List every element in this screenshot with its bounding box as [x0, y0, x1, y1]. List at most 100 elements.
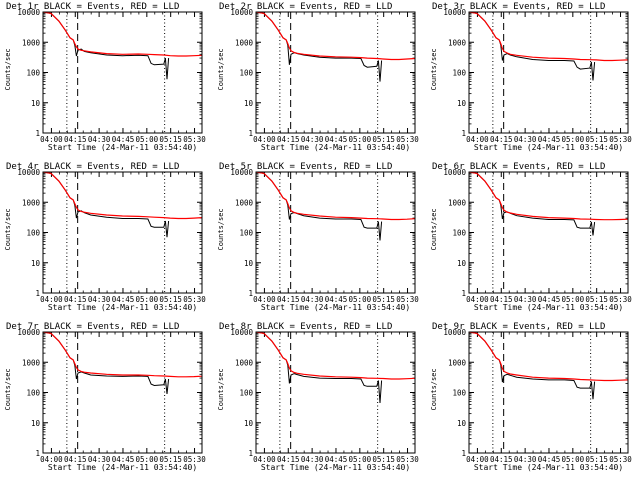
- x-tick-label: 05:30: [183, 295, 206, 304]
- detector-chart-4: Det 4r BLACK = Events, RED = LLD Counts/s…: [4, 162, 206, 312]
- x-tick-label: 05:00: [136, 295, 159, 304]
- detector-panel-5: Det 5r BLACK = Events, RED = LLD Counts/s…: [213, 160, 426, 320]
- x-tick-label: 04:15: [64, 295, 87, 304]
- lld-series-line: [43, 172, 202, 220]
- x-tick-label: 05:00: [136, 455, 159, 464]
- detector-chart-2: Det 2r BLACK = Events, RED = LLD Counts/s…: [217, 2, 419, 152]
- y-tick-label: 10: [244, 99, 254, 108]
- x-tick-label: 05:00: [562, 295, 585, 304]
- detector-chart-6: Det 6r BLACK = Events, RED = LLD Counts/s…: [430, 162, 632, 312]
- plot-frame: [42, 171, 203, 294]
- x-tick-label: 04:30: [88, 135, 111, 144]
- events-series-line: [256, 332, 383, 404]
- y-tick-label: 1: [461, 449, 466, 458]
- x-tick-label: 04:45: [325, 135, 348, 144]
- y-tick-label: 1000: [22, 38, 41, 47]
- detector-panel-6: Det 6r BLACK = Events, RED = LLD Counts/s…: [426, 160, 639, 320]
- chart-title: Det 9r BLACK = Events, RED = LLD: [432, 322, 605, 332]
- x-tick-label: 05:15: [159, 455, 182, 464]
- y-tick-label: 100: [239, 389, 253, 398]
- x-tick-label: 04:00: [40, 135, 63, 144]
- x-tick-label: 04:15: [490, 455, 513, 464]
- x-tick-label: 04:45: [538, 455, 561, 464]
- y-axis-label: Counts/sec: [4, 368, 12, 410]
- y-tick-label: 100: [26, 229, 40, 238]
- y-tick-label: 100: [452, 69, 466, 78]
- y-tick-label: 10000: [443, 8, 466, 17]
- x-tick-label: 05:30: [396, 135, 419, 144]
- lld-series-line: [256, 12, 415, 61]
- x-tick-label: 04:45: [538, 135, 561, 144]
- chart-title: Det 3r BLACK = Events, RED = LLD: [432, 2, 605, 12]
- detector-panel-3: Det 3r BLACK = Events, RED = LLD Counts/s…: [426, 0, 639, 160]
- x-tick-label: 04:15: [277, 455, 300, 464]
- y-tick-label: 100: [452, 389, 466, 398]
- detector-panel-9: Det 9r BLACK = Events, RED = LLD Counts/s…: [426, 320, 639, 480]
- x-tick-label: 05:15: [372, 455, 395, 464]
- x-tick-label: 05:30: [396, 455, 419, 464]
- detector-chart-8: Det 8r BLACK = Events, RED = LLD Counts/s…: [217, 322, 419, 472]
- y-tick-label: 1: [35, 289, 40, 298]
- y-tick-label: 10000: [443, 168, 466, 177]
- x-tick-label: 05:30: [609, 135, 632, 144]
- x-tick-label: 04:30: [514, 295, 537, 304]
- lld-series-line: [43, 332, 202, 378]
- x-tick-label: 05:00: [349, 455, 372, 464]
- x-tick-label: 04:00: [466, 455, 489, 464]
- detector-chart-7: Det 7r BLACK = Events, RED = LLD Counts/s…: [4, 322, 206, 472]
- x-tick-label: 05:00: [136, 135, 159, 144]
- detector-panel-8: Det 8r BLACK = Events, RED = LLD Counts/s…: [213, 320, 426, 480]
- x-axis-label: Start Time (24-Mar-11 03:54:40): [474, 143, 623, 152]
- events-series-line: [256, 12, 383, 82]
- y-axis-label: Counts/sec: [430, 48, 438, 90]
- x-tick-label: 04:30: [514, 135, 537, 144]
- x-tick-label: 05:30: [396, 295, 419, 304]
- y-tick-label: 100: [26, 389, 40, 398]
- x-axis-label: Start Time (24-Mar-11 03:54:40): [261, 303, 410, 312]
- x-tick-label: 04:00: [253, 135, 276, 144]
- y-tick-label: 10000: [443, 328, 466, 337]
- y-tick-label: 10: [457, 99, 467, 108]
- y-tick-label: 1: [461, 289, 466, 298]
- y-tick-label: 1: [248, 289, 253, 298]
- y-tick-label: 100: [239, 69, 253, 78]
- plot-frame: [255, 11, 416, 134]
- events-series-line: [43, 12, 170, 80]
- x-tick-label: 05:00: [349, 135, 372, 144]
- x-tick-label: 04:00: [466, 135, 489, 144]
- x-tick-label: 04:00: [40, 455, 63, 464]
- x-tick-label: 05:15: [372, 295, 395, 304]
- y-tick-label: 1000: [235, 38, 254, 47]
- y-tick-label: 1: [461, 129, 466, 138]
- y-tick-label: 10: [457, 259, 467, 268]
- detector-chart-5: Det 5r BLACK = Events, RED = LLD Counts/s…: [217, 162, 419, 312]
- x-tick-label: 04:30: [301, 295, 324, 304]
- x-tick-label: 04:15: [64, 135, 87, 144]
- x-tick-label: 05:15: [372, 135, 395, 144]
- y-tick-label: 100: [452, 229, 466, 238]
- detector-chart-9: Det 9r BLACK = Events, RED = LLD Counts/s…: [430, 322, 632, 472]
- y-tick-label: 10000: [17, 8, 40, 17]
- x-tick-label: 04:00: [466, 295, 489, 304]
- y-axis-label: Counts/sec: [217, 48, 225, 90]
- y-axis-label: Counts/sec: [430, 208, 438, 250]
- y-tick-label: 10: [244, 259, 254, 268]
- y-tick-label: 1: [248, 449, 253, 458]
- x-tick-label: 04:45: [112, 455, 135, 464]
- y-axis-label: Counts/sec: [217, 368, 225, 410]
- plot-frame: [42, 331, 203, 454]
- y-tick-label: 1: [35, 449, 40, 458]
- chart-title: Det 1r BLACK = Events, RED = LLD: [6, 2, 179, 12]
- x-tick-label: 05:15: [585, 455, 608, 464]
- x-tick-label: 04:15: [490, 135, 513, 144]
- x-tick-label: 04:30: [514, 455, 537, 464]
- chart-title: Det 4r BLACK = Events, RED = LLD: [6, 162, 179, 172]
- y-axis-label: Counts/sec: [430, 368, 438, 410]
- chart-title: Det 6r BLACK = Events, RED = LLD: [432, 162, 605, 172]
- plot-frame: [42, 11, 203, 134]
- x-tick-label: 05:30: [183, 455, 206, 464]
- lld-series-line: [43, 12, 202, 57]
- chart-title: Det 5r BLACK = Events, RED = LLD: [219, 162, 392, 172]
- y-tick-label: 10000: [230, 328, 253, 337]
- detector-panel-2: Det 2r BLACK = Events, RED = LLD Counts/s…: [213, 0, 426, 160]
